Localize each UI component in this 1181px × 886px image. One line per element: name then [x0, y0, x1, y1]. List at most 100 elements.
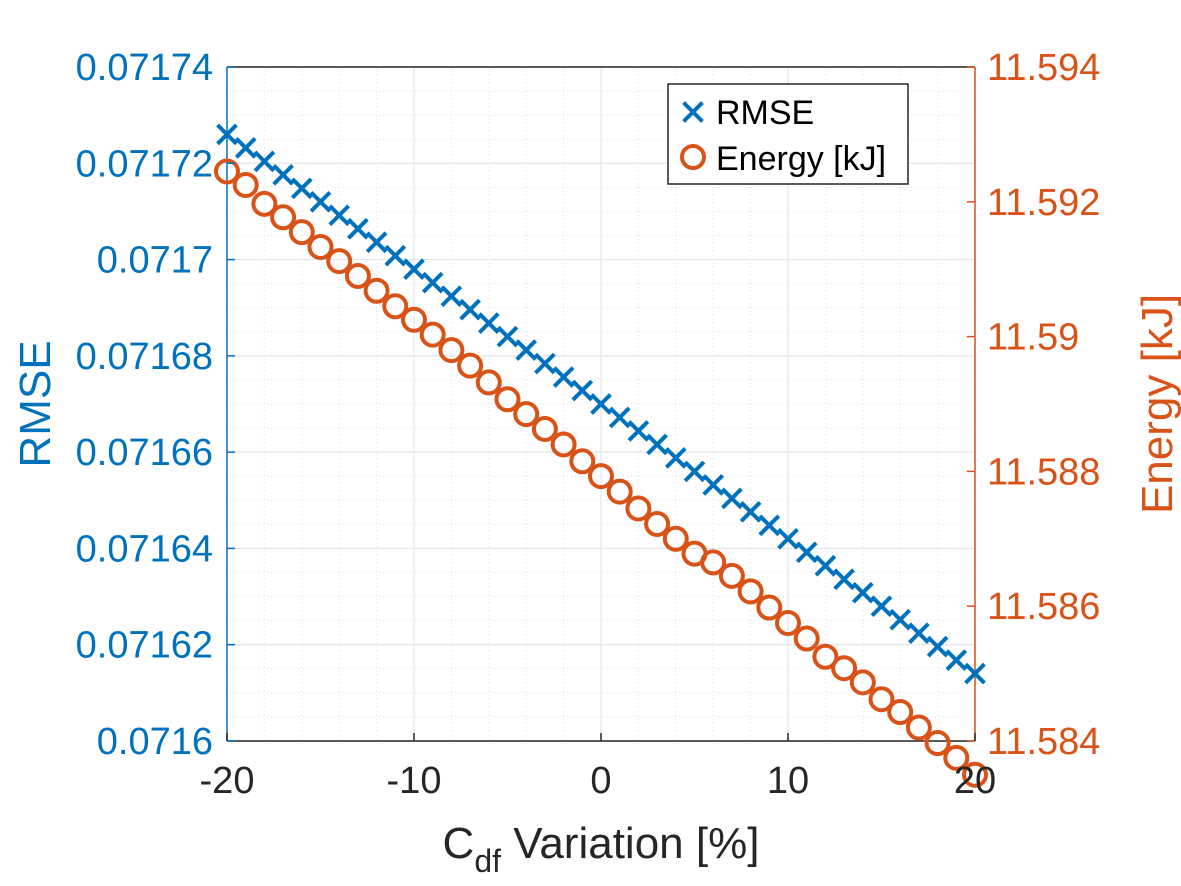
x-ticks: -20 -10 0 10 20 — [200, 733, 996, 802]
rmse-point — [290, 177, 313, 200]
energy-point — [401, 306, 427, 333]
energy-point — [737, 578, 764, 605]
rmse-point — [440, 285, 463, 307]
rmse-point-stroke — [365, 231, 388, 254]
rmse-point — [814, 554, 837, 577]
y-left-axis-label: RMSE — [11, 340, 60, 467]
y-right-tick-label: 11.594 — [987, 47, 1100, 89]
rmse-point-stroke — [515, 339, 538, 361]
y-left-tick-label: 0.07164 — [76, 528, 213, 570]
energy-point — [793, 625, 820, 652]
legend-marker-rmse — [682, 101, 704, 123]
rmse-point — [664, 447, 687, 469]
rmse-point-stroke — [421, 271, 444, 294]
legend-label-energy: Energy [kJ] — [716, 140, 886, 178]
rmse-point-stroke — [552, 366, 575, 388]
energy-point — [831, 655, 858, 682]
rmse-point-stroke — [926, 635, 949, 658]
energy-point — [700, 549, 727, 576]
rmse-point-stroke — [702, 474, 725, 496]
energy-point — [531, 415, 558, 442]
rmse-point — [889, 608, 912, 631]
rmse-point-stroke — [739, 501, 762, 523]
energy-point — [307, 233, 334, 260]
rmse-point — [552, 366, 575, 388]
series-energy — [214, 158, 988, 788]
energy-point — [288, 219, 315, 246]
y-right-axis-label: Energy [kJ] — [1133, 294, 1181, 514]
rmse-point — [272, 164, 294, 186]
energy-point — [438, 337, 465, 364]
energy-point — [962, 761, 988, 788]
rmse-point — [477, 312, 500, 334]
energy-point — [812, 643, 839, 670]
rmse-point — [739, 501, 762, 523]
rmse-point-stroke — [908, 622, 930, 644]
x-axis-label-subscript: df — [474, 843, 501, 879]
rmse-point-stroke — [290, 177, 313, 200]
legend-label-rmse: RMSE — [716, 94, 814, 132]
legend: RMSE Energy [kJ] — [667, 83, 909, 185]
energy-point — [363, 277, 390, 304]
energy-point — [251, 190, 278, 217]
rmse-point-stroke — [833, 568, 855, 591]
rmse-point-stroke — [664, 447, 687, 469]
rmse-point-stroke — [964, 662, 986, 685]
rmse-point — [926, 635, 949, 658]
y-left-tick-label: 0.07172 — [76, 143, 213, 185]
rmse-point-stroke — [646, 433, 668, 456]
rmse-point-stroke — [496, 325, 519, 348]
rmse-point-stroke — [234, 137, 257, 159]
rmse-point-stroke — [870, 595, 893, 618]
rmse-point — [590, 393, 612, 415]
rmse-point — [421, 271, 444, 294]
rmse-point — [365, 231, 388, 254]
rmse-point-stroke — [440, 285, 463, 307]
y-right-tick-label: 11.588 — [987, 451, 1100, 493]
y-left-tick-label: 0.0716 — [97, 721, 213, 763]
energy-point — [924, 730, 951, 757]
rmse-point — [683, 460, 706, 483]
energy-point — [457, 352, 484, 379]
rmse-point-stroke — [534, 352, 556, 375]
rmse-point — [627, 420, 650, 442]
rmse-point — [777, 527, 799, 550]
x-tick-label: -10 — [387, 760, 442, 802]
rmse-point-stroke — [683, 460, 706, 483]
rmse-point — [253, 150, 276, 173]
legend-box — [667, 83, 909, 185]
rmse-point — [833, 568, 855, 591]
rmse-point-stroke — [309, 190, 332, 213]
energy-point — [214, 158, 240, 185]
rmse-point — [309, 190, 332, 213]
energy-point — [569, 448, 596, 475]
rmse-point-stroke — [571, 379, 594, 402]
rmse-point — [908, 622, 930, 644]
energy-point — [868, 686, 895, 713]
rmse-point-stroke — [777, 527, 799, 550]
x-axis-label: Cdf Variation [%] — [443, 819, 760, 879]
rmse-point — [851, 581, 874, 604]
energy-point — [849, 669, 876, 696]
rmse-point-stroke — [328, 204, 351, 227]
rmse-point-stroke — [758, 514, 781, 537]
x-axis-label-rest: Variation [%] — [501, 819, 759, 868]
y-left-tick-label: 0.07162 — [76, 625, 213, 667]
energy-point — [625, 495, 652, 522]
rmse-point — [347, 217, 369, 240]
energy-point — [419, 321, 446, 348]
rmse-point — [646, 433, 668, 456]
rmse-point — [515, 339, 538, 361]
rmse-point — [702, 474, 725, 496]
y-right-ticks: 11.584 11.586 11.588 11.59 11.592 11.594 — [967, 47, 1100, 763]
x-tick-label: 0 — [590, 760, 611, 802]
rmse-point — [234, 137, 257, 159]
rmse-point-stroke — [627, 420, 650, 442]
y-right-tick-label: 11.586 — [987, 586, 1100, 628]
x-axis-label-main: C — [443, 819, 475, 868]
energy-point — [382, 293, 409, 320]
rmse-point-stroke — [272, 164, 294, 186]
y-left-ticks: 0.0716 0.07162 0.07164 0.07166 0.07168 0.0717… — [76, 47, 235, 763]
y-left-tick-label: 0.07166 — [76, 432, 213, 474]
